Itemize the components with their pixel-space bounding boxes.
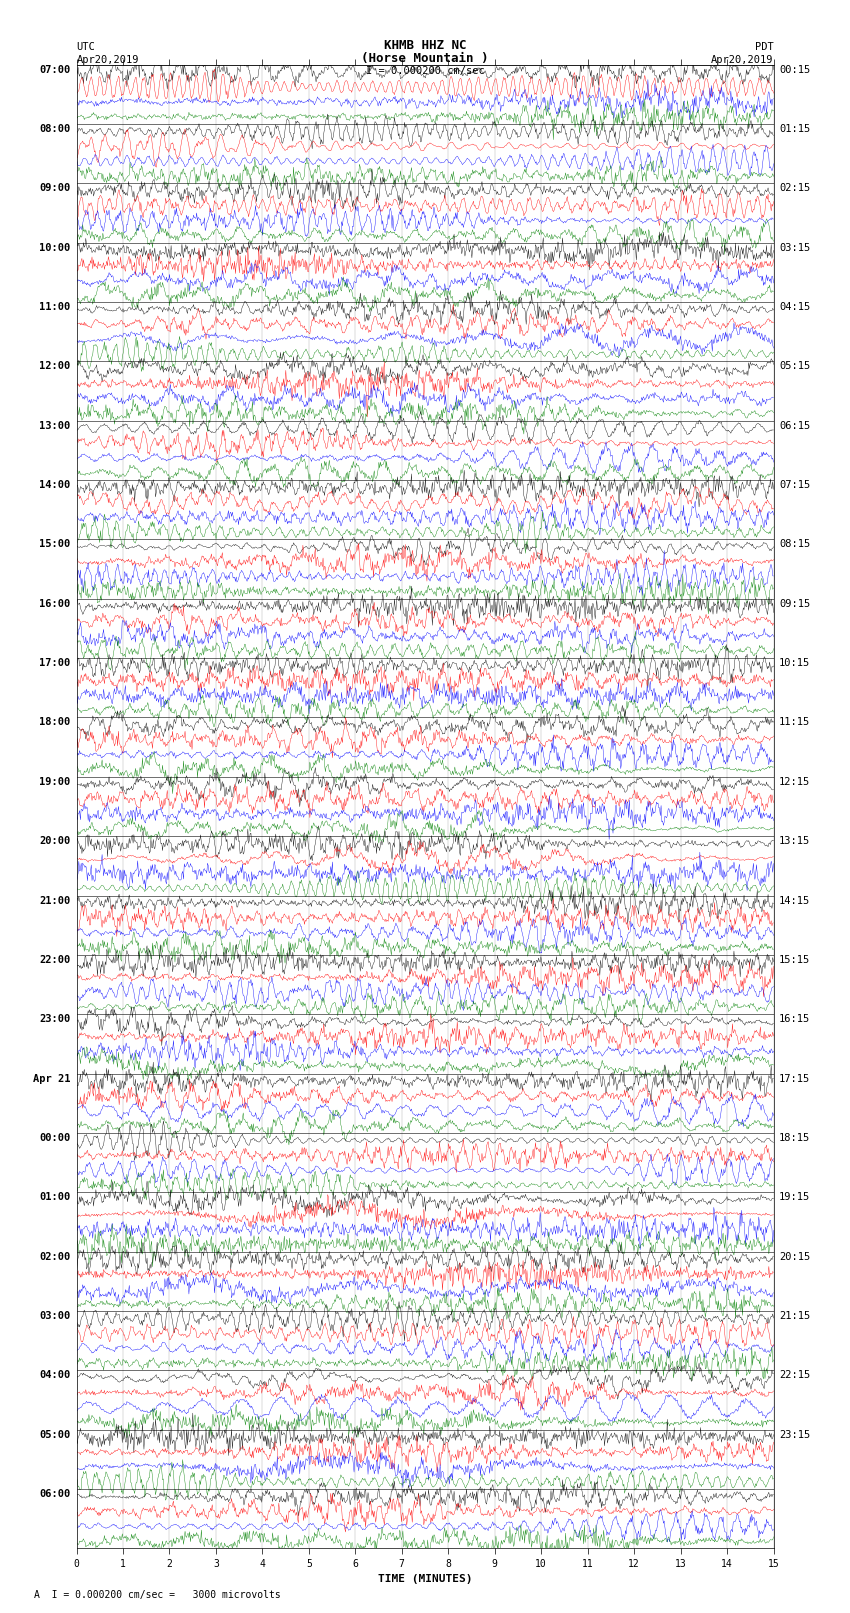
- Text: 10:00: 10:00: [39, 242, 71, 253]
- Text: 17:15: 17:15: [779, 1074, 810, 1084]
- Text: 01:00: 01:00: [39, 1192, 71, 1202]
- Text: 06:15: 06:15: [779, 421, 810, 431]
- Text: 04:00: 04:00: [39, 1371, 71, 1381]
- Text: Apr 21: Apr 21: [33, 1074, 71, 1084]
- Text: KHMB HHZ NC: KHMB HHZ NC: [383, 39, 467, 52]
- Text: 15:15: 15:15: [779, 955, 810, 965]
- Text: 22:15: 22:15: [779, 1371, 810, 1381]
- Text: 16:15: 16:15: [779, 1015, 810, 1024]
- Text: 20:00: 20:00: [39, 836, 71, 847]
- Text: 23:15: 23:15: [779, 1429, 810, 1440]
- Text: 14:00: 14:00: [39, 481, 71, 490]
- Text: 14:15: 14:15: [779, 895, 810, 905]
- Text: 11:00: 11:00: [39, 302, 71, 311]
- Text: 20:15: 20:15: [779, 1252, 810, 1261]
- Text: 02:15: 02:15: [779, 184, 810, 194]
- Text: 18:15: 18:15: [779, 1132, 810, 1144]
- Text: 17:00: 17:00: [39, 658, 71, 668]
- Text: 08:00: 08:00: [39, 124, 71, 134]
- Text: 00:00: 00:00: [39, 1132, 71, 1144]
- Text: 00:15: 00:15: [779, 65, 810, 74]
- Text: 23:00: 23:00: [39, 1015, 71, 1024]
- Text: 13:00: 13:00: [39, 421, 71, 431]
- Text: 10:15: 10:15: [779, 658, 810, 668]
- Text: 21:00: 21:00: [39, 895, 71, 905]
- Text: Apr20,2019: Apr20,2019: [76, 55, 139, 65]
- Text: 08:15: 08:15: [779, 539, 810, 550]
- Text: 02:00: 02:00: [39, 1252, 71, 1261]
- Text: 16:00: 16:00: [39, 598, 71, 608]
- Text: 09:00: 09:00: [39, 184, 71, 194]
- Text: 05:15: 05:15: [779, 361, 810, 371]
- Text: PDT: PDT: [755, 42, 774, 52]
- Text: 11:15: 11:15: [779, 718, 810, 727]
- Text: A  I = 0.000200 cm/sec =   3000 microvolts: A I = 0.000200 cm/sec = 3000 microvolts: [34, 1590, 280, 1600]
- Text: UTC: UTC: [76, 42, 95, 52]
- Text: (Horse Mountain ): (Horse Mountain ): [361, 52, 489, 65]
- Text: 19:15: 19:15: [779, 1192, 810, 1202]
- Text: 12:15: 12:15: [779, 777, 810, 787]
- Text: 06:00: 06:00: [39, 1489, 71, 1498]
- Text: 07:00: 07:00: [39, 65, 71, 74]
- Text: 21:15: 21:15: [779, 1311, 810, 1321]
- Text: 01:15: 01:15: [779, 124, 810, 134]
- Text: 05:00: 05:00: [39, 1429, 71, 1440]
- Text: Apr20,2019: Apr20,2019: [711, 55, 774, 65]
- Text: 18:00: 18:00: [39, 718, 71, 727]
- Text: 09:15: 09:15: [779, 598, 810, 608]
- Text: 13:15: 13:15: [779, 836, 810, 847]
- Text: 04:15: 04:15: [779, 302, 810, 311]
- Text: 15:00: 15:00: [39, 539, 71, 550]
- Text: 07:15: 07:15: [779, 481, 810, 490]
- Text: 12:00: 12:00: [39, 361, 71, 371]
- Text: 03:00: 03:00: [39, 1311, 71, 1321]
- Text: 19:00: 19:00: [39, 777, 71, 787]
- X-axis label: TIME (MINUTES): TIME (MINUTES): [377, 1574, 473, 1584]
- Text: 22:00: 22:00: [39, 955, 71, 965]
- Text: I = 0.000200 cm/sec: I = 0.000200 cm/sec: [366, 66, 484, 76]
- Text: 03:15: 03:15: [779, 242, 810, 253]
